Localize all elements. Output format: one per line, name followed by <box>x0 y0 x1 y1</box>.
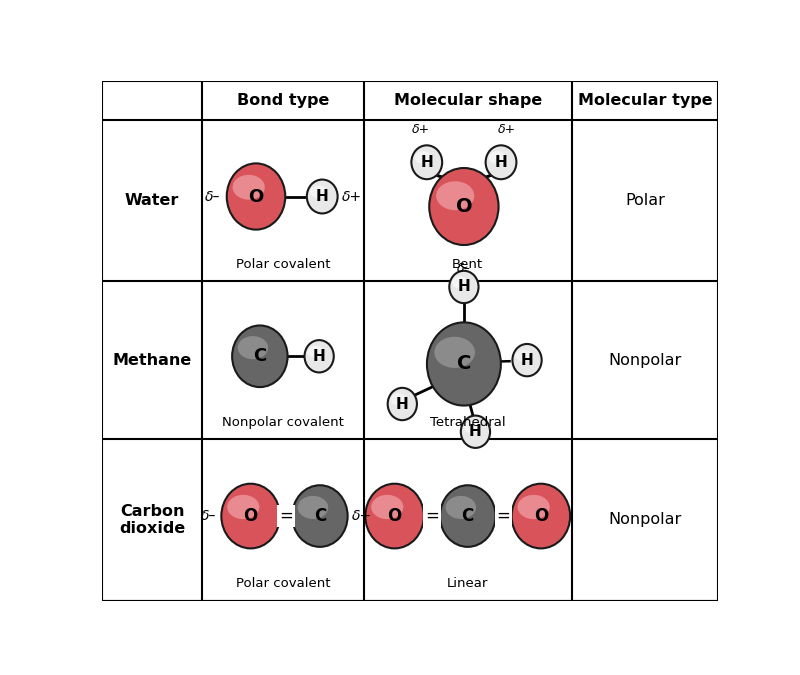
Text: Tetrahedral: Tetrahedral <box>430 416 506 429</box>
Text: δ+: δ+ <box>411 123 430 136</box>
Ellipse shape <box>233 175 265 200</box>
Ellipse shape <box>436 182 474 210</box>
Text: Nonpolar: Nonpolar <box>608 352 682 368</box>
Text: Methane: Methane <box>113 352 192 368</box>
Ellipse shape <box>450 271 478 303</box>
Ellipse shape <box>232 325 287 387</box>
Text: =: = <box>279 507 293 525</box>
Text: Molecular shape: Molecular shape <box>394 92 542 108</box>
Ellipse shape <box>512 484 570 548</box>
Ellipse shape <box>461 416 490 448</box>
Text: Bond type: Bond type <box>237 92 329 108</box>
Text: Molecular type: Molecular type <box>578 92 712 108</box>
Text: δ+: δ+ <box>351 509 372 523</box>
Ellipse shape <box>427 323 501 406</box>
Ellipse shape <box>446 496 476 519</box>
Ellipse shape <box>238 336 268 359</box>
Text: O: O <box>387 507 402 525</box>
Text: δ–: δ– <box>457 262 471 275</box>
Text: C: C <box>457 354 471 373</box>
Text: H: H <box>469 424 482 439</box>
Text: H: H <box>494 155 507 170</box>
Ellipse shape <box>371 495 403 519</box>
Ellipse shape <box>310 186 327 198</box>
Text: H: H <box>421 155 433 170</box>
Ellipse shape <box>489 151 506 164</box>
Ellipse shape <box>305 340 334 373</box>
Ellipse shape <box>366 484 424 548</box>
Text: Polar covalent: Polar covalent <box>236 258 330 271</box>
Text: H: H <box>521 352 534 368</box>
Ellipse shape <box>414 151 431 164</box>
Text: Nonpolar: Nonpolar <box>608 512 682 527</box>
Text: Carbon
dioxide: Carbon dioxide <box>119 504 185 536</box>
Ellipse shape <box>222 484 280 548</box>
Text: H: H <box>313 349 326 364</box>
Text: Polar: Polar <box>625 193 665 208</box>
Text: C: C <box>462 507 474 525</box>
Ellipse shape <box>430 168 498 245</box>
Text: δ+: δ+ <box>498 123 516 136</box>
Ellipse shape <box>298 496 328 519</box>
Ellipse shape <box>388 388 417 420</box>
Text: δ–: δ– <box>205 190 221 203</box>
Ellipse shape <box>390 394 406 406</box>
Ellipse shape <box>226 163 286 230</box>
Text: O: O <box>243 507 258 525</box>
Text: O: O <box>455 197 472 216</box>
Text: Polar covalent: Polar covalent <box>236 577 330 591</box>
Text: H: H <box>396 396 409 412</box>
Ellipse shape <box>518 495 550 519</box>
Ellipse shape <box>513 344 542 376</box>
Text: Linear: Linear <box>447 577 489 591</box>
Text: Water: Water <box>125 193 179 208</box>
Text: O: O <box>534 507 548 525</box>
Ellipse shape <box>307 346 323 358</box>
Text: =: = <box>497 507 510 525</box>
Text: H: H <box>458 279 470 294</box>
Ellipse shape <box>486 145 517 179</box>
Text: =: = <box>425 507 439 525</box>
Text: O: O <box>248 188 264 205</box>
Text: C: C <box>254 347 266 365</box>
Ellipse shape <box>452 276 468 288</box>
Ellipse shape <box>307 180 338 213</box>
Ellipse shape <box>411 145 442 179</box>
Text: Bent: Bent <box>452 258 483 271</box>
Ellipse shape <box>292 485 348 547</box>
Ellipse shape <box>515 350 531 362</box>
Ellipse shape <box>227 495 259 519</box>
Text: C: C <box>314 507 326 525</box>
Ellipse shape <box>434 337 475 368</box>
Text: H: H <box>316 189 329 204</box>
Text: δ+: δ+ <box>342 190 362 203</box>
Ellipse shape <box>440 485 495 547</box>
Text: δ–: δ– <box>202 509 217 523</box>
Ellipse shape <box>464 421 480 433</box>
Text: Nonpolar covalent: Nonpolar covalent <box>222 416 344 429</box>
